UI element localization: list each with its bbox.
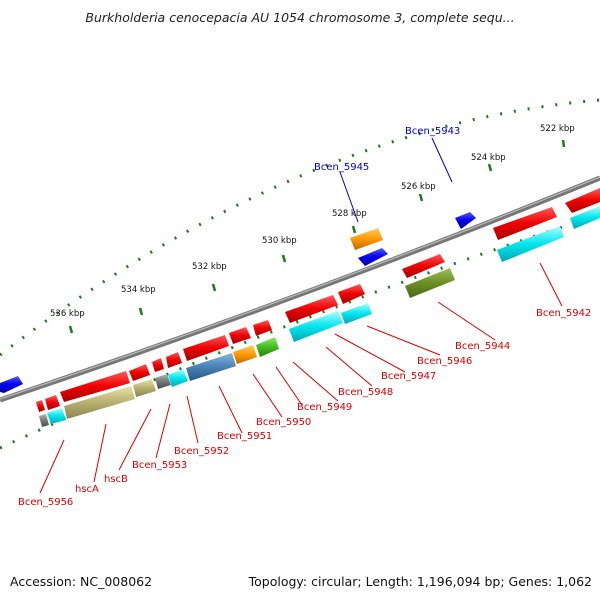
trna-features [0, 212, 476, 393]
gene-label-bcen5948: Bcen_5948 [338, 387, 393, 398]
footer-summary: Topology: circular; Length: 1,196,094 bp… [248, 574, 592, 589]
gene-cds-5951-fwd [183, 335, 229, 361]
gene-label-bcen5952: Bcen_5952 [174, 446, 229, 457]
gene-bcen5945-orange [350, 228, 383, 250]
reverse-features [39, 206, 600, 427]
scale-arc-outer [0, 98, 600, 357]
gene-bcen5946 [341, 303, 372, 324]
scale-label-534: 534 kbp [121, 285, 156, 295]
gene-label-bcen5947: Bcen_5947 [381, 371, 436, 382]
gene-label-bcen5943: Bcen_5943 [405, 126, 460, 137]
gene-cds-5949-fwd [229, 327, 251, 344]
forward-cds [36, 188, 600, 412]
scale-label-532: 532 kbp [192, 262, 227, 272]
gene-cds-5946-fwd [338, 284, 365, 304]
gene-cds-5944-fwd [402, 254, 445, 278]
gene-bcen5956 [39, 414, 49, 427]
gene-cds-edge-right [565, 188, 600, 213]
gene-cds-5956-fwd-b [36, 400, 45, 412]
gene-edge-left [0, 376, 23, 393]
gene-cds-5942-fwd [493, 207, 557, 240]
gene-cds-5953-fwd [152, 358, 164, 372]
gene-bcen5947 [289, 311, 343, 342]
gene-label-bcen5942: Bcen_5942 [536, 308, 591, 319]
gene-bcen5951 [168, 369, 188, 387]
gene-label-hscb: hscB [104, 474, 128, 485]
gene-bcen5949 [233, 345, 257, 364]
gene-label-bcen5956: Bcen_5956 [18, 497, 73, 508]
gene-cds-5947-fwd [285, 295, 338, 323]
gene-bcen5943 [455, 212, 476, 229]
gene-label-bcen5951: Bcen_5951 [217, 431, 272, 442]
gene-hscb [64, 386, 135, 419]
scale-label-536: 536 kbp [50, 309, 85, 319]
gene-label-bcen5949: Bcen_5949 [297, 402, 352, 413]
gene-cds-hsca-fwd [60, 371, 130, 402]
map-title: Burkholderia cenocepacia AU 1054 chromos… [85, 10, 515, 25]
leader-lines [39, 137, 563, 494]
scale-label-526: 526 kbp [401, 182, 436, 192]
gene-cyan-edge-right [570, 206, 600, 229]
footer-accession: Accession: NC_008062 [10, 574, 153, 589]
scale-label-528: 528 kbp [332, 209, 367, 219]
gene-label-bcen5950: Bcen_5950 [256, 417, 311, 428]
gene-cds-5952-fwd [166, 352, 182, 368]
gene-bcen5944 [405, 268, 455, 298]
scale-label-522: 522 kbp [540, 124, 575, 134]
gene-bcen5953 [133, 379, 156, 397]
gene-bcen5945 [358, 248, 388, 266]
gene-bcen5942 [497, 226, 564, 262]
genome-backbone [0, 175, 600, 403]
gene-label-bcen5945: Bcen_5945 [314, 162, 369, 173]
gene-bcen5952 [155, 374, 171, 389]
gene-bcen5948 [256, 337, 279, 357]
major-ticks [68, 139, 566, 334]
gene-bcen5950 [186, 353, 236, 381]
gene-cds-5956-fwd-a [45, 395, 60, 410]
genome-backbone-highlight [0, 176, 600, 400]
gene-label-bcen5953: Bcen_5953 [132, 460, 187, 471]
gene-cds-5948-fwd [253, 320, 272, 336]
gene-cds-hscb-fwd [129, 364, 150, 381]
gene-label-bcen5944: Bcen_5944 [455, 341, 510, 352]
gene-label-hsca: hscA [75, 484, 99, 495]
scale-label-530: 530 kbp [262, 236, 297, 246]
gene-hsca [47, 408, 66, 424]
scale-label-524: 524 kbp [471, 153, 506, 163]
gene-label-bcen5946: Bcen_5946 [417, 356, 472, 367]
